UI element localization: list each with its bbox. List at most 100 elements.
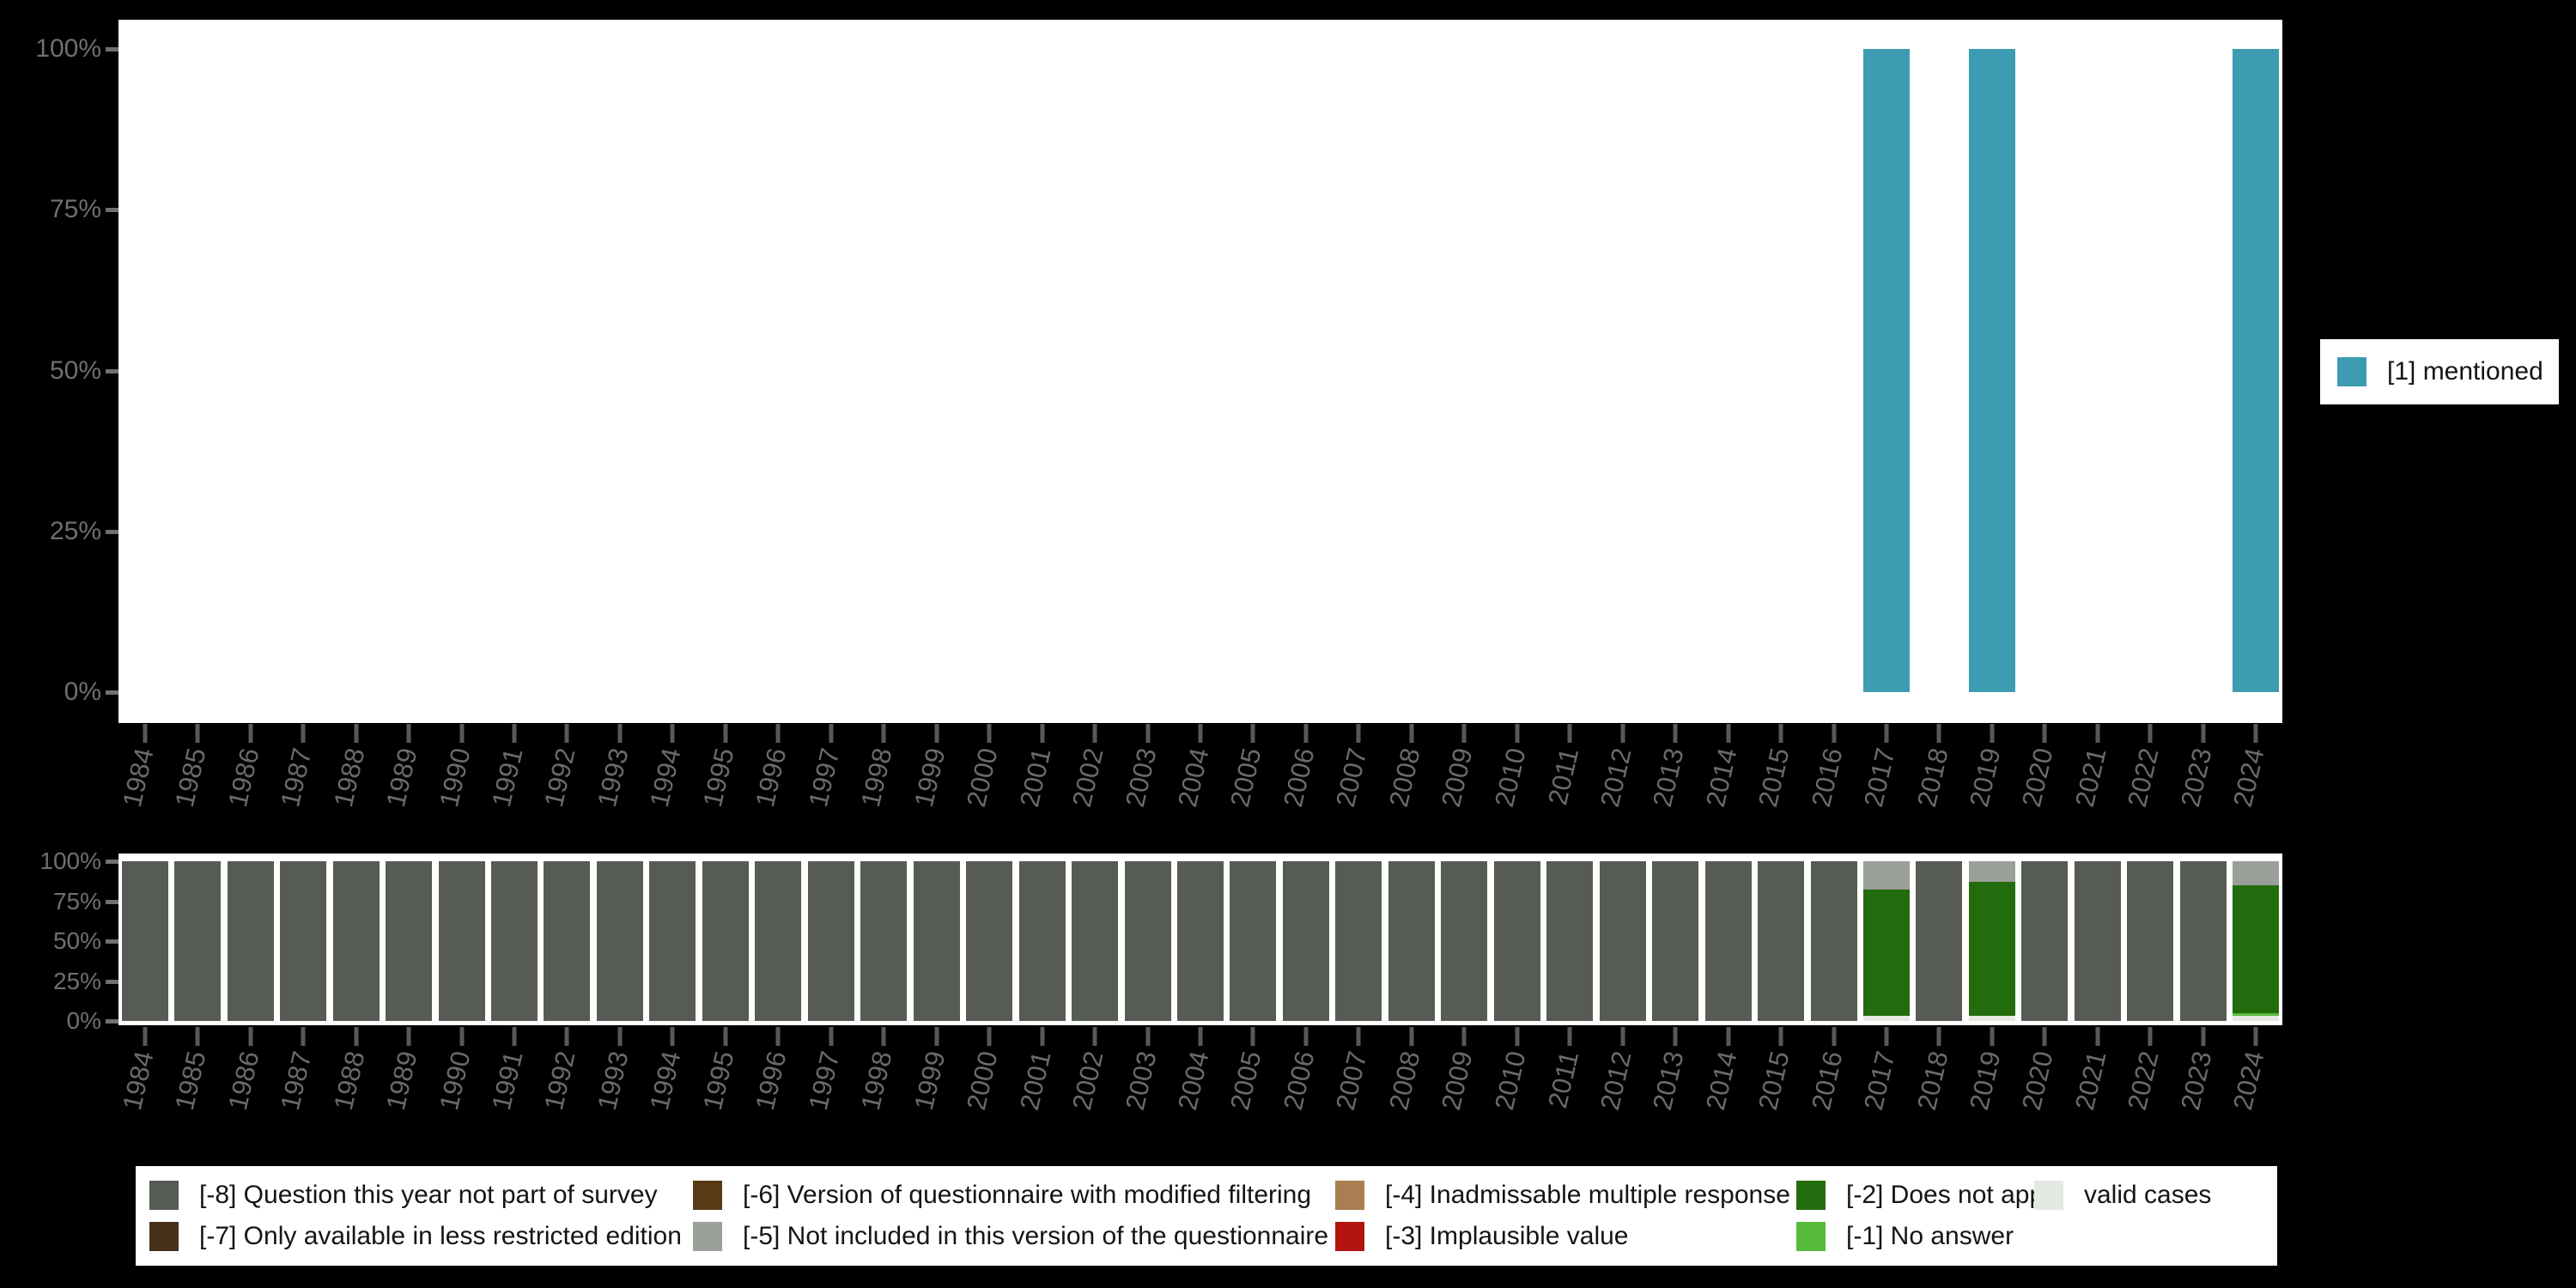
x-tick-mark-2003 (1145, 724, 1151, 743)
legend-item-modified-filtering: [-6] Version of questionnaire with modif… (693, 1178, 1335, 1212)
year-label: 1999 (908, 1048, 951, 1114)
x-tick-mark-2024 (2253, 724, 2258, 743)
segment-2023-not-part-of-survey (2179, 861, 2227, 1021)
y-tick-mark (106, 1019, 118, 1024)
legend-item-q-not-part-of-survey: [-8] Question this year not part of surv… (149, 1178, 693, 1212)
top-chart-plot-area (118, 49, 2282, 692)
x-tick-mark-1989 (406, 724, 411, 743)
x-tick-mark-1992 (564, 724, 569, 743)
x-tick-mark-2017 (1884, 1027, 1889, 1046)
segment-1998-not-part-of-survey (860, 861, 908, 1021)
segment-2021-not-part-of-survey (2074, 861, 2121, 1021)
year-label: 1989 (380, 744, 423, 811)
year-label: 1994 (644, 744, 687, 811)
no-answer-legend-label: [-1] No answer (1846, 1222, 2014, 1250)
x-tick-mark-1986 (248, 724, 253, 743)
x-tick-mark-2001 (1040, 1027, 1045, 1046)
q-not-part-of-survey-legend-label: [-8] Question this year not part of surv… (199, 1181, 658, 1209)
q-not-part-of-survey-legend-swatch (149, 1181, 179, 1210)
less-restricted-edition-legend-label: [-7] Only available in less restricted e… (199, 1222, 682, 1250)
x-tick-mark-1991 (512, 724, 517, 743)
x-tick-mark-2004 (1198, 1027, 1203, 1046)
segment-1988-not-part-of-survey (332, 861, 380, 1021)
segment-1993-not-part-of-survey (596, 861, 643, 1021)
segment-1994-not-part-of-survey (649, 861, 696, 1021)
year-label: 2004 (1171, 744, 1215, 811)
year-label: 2002 (1066, 1048, 1109, 1114)
year-label: 2020 (2016, 744, 2059, 811)
x-tick-mark-2006 (1303, 724, 1309, 743)
segment-1990-not-part-of-survey (438, 861, 485, 1021)
year-label: 2022 (2122, 744, 2165, 811)
y-tick-mark (106, 208, 118, 213)
segment-2024-no-answer (2233, 1012, 2280, 1017)
x-tick-mark-1996 (775, 1027, 781, 1046)
year-label: 1988 (327, 1048, 371, 1114)
x-tick-mark-2017 (1884, 724, 1889, 743)
x-tick-mark-2002 (1092, 1027, 1097, 1046)
year-label: 1992 (538, 744, 582, 811)
x-tick-mark-1999 (934, 1027, 939, 1046)
legend-item-implausible-value: [-3] Implausible value (1335, 1219, 1796, 1254)
x-tick-mark-1987 (301, 724, 306, 743)
x-tick-mark-2013 (1673, 1027, 1678, 1046)
year-label: 1990 (433, 1048, 477, 1114)
x-tick-mark-2016 (1832, 1027, 1837, 1046)
year-label: 2010 (1488, 744, 1532, 811)
segment-2012-not-part-of-survey (1599, 861, 1646, 1021)
y-tick-label-75%: 75% (49, 195, 101, 224)
legend-column-5: valid cases (2034, 1178, 2277, 1254)
segment-2024-not-included-in-version (2233, 861, 2280, 885)
segment-2019-valid-cases (1968, 1016, 2015, 1021)
x-tick-mark-2009 (1461, 724, 1467, 743)
year-label: 1996 (750, 1048, 793, 1114)
year-label: 2020 (2016, 1048, 2059, 1114)
x-tick-mark-2018 (1936, 724, 1941, 743)
x-tick-mark-2001 (1040, 724, 1045, 743)
year-label: 2014 (1699, 1048, 1743, 1114)
x-tick-mark-2008 (1409, 1027, 1414, 1046)
year-label: 2010 (1488, 1048, 1532, 1114)
segment-2018-not-part-of-survey (1916, 861, 1963, 1021)
year-label: 1985 (169, 1048, 212, 1114)
x-tick-mark-2012 (1620, 1027, 1625, 1046)
year-label: 2023 (2174, 744, 2218, 811)
bar-mentioned-2024 (2233, 49, 2280, 692)
top-chart-panel (118, 20, 2282, 723)
implausible-value-legend-label: [-3] Implausible value (1385, 1222, 1629, 1250)
valid-cases-legend-swatch (2034, 1181, 2063, 1210)
year-label: 1993 (591, 1048, 635, 1114)
year-label: 2002 (1066, 744, 1109, 811)
y-tick-label-50%: 50% (49, 355, 101, 385)
segment-2003-not-part-of-survey (1124, 861, 1171, 1021)
inadmissable-multiple-response-legend-swatch (1335, 1181, 1364, 1210)
y-tick-label-0%: 0% (64, 677, 101, 706)
x-tick-mark-2000 (987, 724, 992, 743)
segment-2014-not-part-of-survey (1704, 861, 1752, 1021)
missings-chart-plot-area (118, 861, 2282, 1021)
x-tick-mark-2021 (2095, 724, 2100, 743)
year-label: 2019 (1963, 744, 2007, 811)
year-label: 2011 (1541, 1048, 1584, 1111)
y-tick-mark (106, 860, 118, 864)
year-label: 2009 (1436, 744, 1479, 811)
segment-2022-not-part-of-survey (2127, 861, 2174, 1021)
value-legend: [1] mentioned (2320, 339, 2559, 404)
year-label: 2021 (2069, 744, 2112, 811)
legend-column-2: [-6] Version of questionnaire with modif… (693, 1178, 1335, 1254)
year-label: 2024 (2227, 744, 2270, 811)
x-tick-mark-1995 (723, 724, 728, 743)
x-tick-mark-1998 (881, 1027, 886, 1046)
segment-2024-does-not-apply (2233, 884, 2280, 1013)
x-tick-mark-1994 (670, 1027, 675, 1046)
x-tick-mark-2015 (1778, 724, 1783, 743)
segment-2000-not-part-of-survey (966, 861, 1013, 1021)
x-tick-mark-1984 (143, 724, 148, 743)
year-label: 2015 (1753, 744, 1795, 811)
year-label: 2006 (1277, 744, 1321, 811)
y-tick-mark (106, 979, 118, 984)
missing-values-legend: [-8] Question this year not part of surv… (136, 1166, 2277, 1266)
year-label: 2015 (1753, 1048, 1795, 1114)
legend-item-does-not-apply: [-2] Does not apply (1796, 1178, 2063, 1212)
